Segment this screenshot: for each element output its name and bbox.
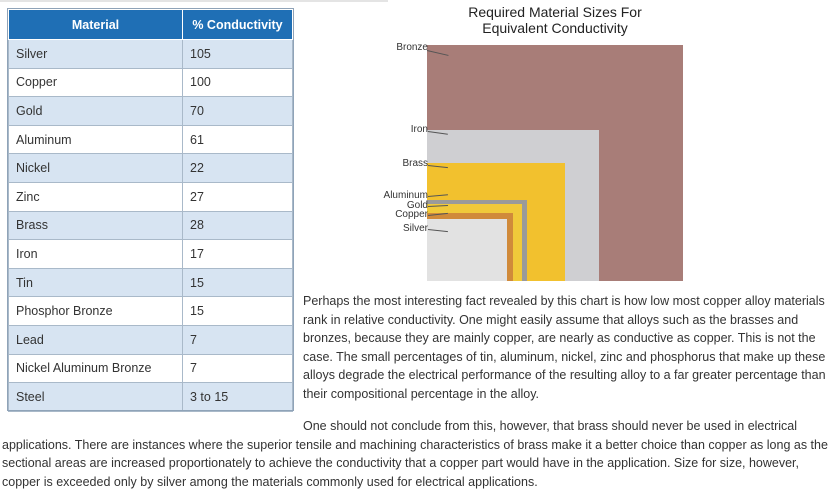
table-header-row: Material % Conductivity [8, 9, 293, 40]
conductivity-cell: 7 [182, 353, 293, 384]
material-cell: Steel [8, 382, 183, 412]
copper-label: Copper [395, 209, 428, 220]
material-cell: Lead [8, 324, 183, 355]
conductivity-cell: 7 [182, 324, 293, 355]
material-cell: Nickel Aluminum Bronze [8, 353, 183, 384]
table-row: Silver 105 [8, 39, 293, 69]
conductivity-cell: 3 to 15 [182, 382, 293, 412]
material-cell: Nickel [8, 153, 183, 183]
conductivity-cell: 17 [182, 239, 293, 269]
aluminum-label: Aluminum [383, 190, 428, 201]
conductivity-cell: 61 [182, 124, 293, 155]
material-cell: Aluminum [8, 124, 183, 155]
material-cell: Tin [8, 267, 183, 298]
iron-label: Iron [410, 124, 428, 135]
conductivity-table: Material % Conductivity Silver 105 Copper 1… [8, 9, 293, 412]
brass-label: Brass [402, 158, 428, 169]
table-row: Iron 17 [8, 239, 293, 269]
conductivity-column-header: % Conductivity [182, 9, 293, 40]
material-cell: Zinc [8, 181, 183, 212]
conductivity-cell: 27 [182, 181, 293, 212]
table-row: Zinc 27 [8, 181, 293, 212]
conductivity-cell: 15 [182, 267, 293, 298]
table-row: Tin 15 [8, 267, 293, 298]
bronze-label: Bronze [396, 42, 428, 53]
figure-title: Required Material Sizes For Equivalent C… [420, 4, 690, 36]
material-cell: Copper [8, 67, 183, 98]
material-cell: Phosphor Bronze [8, 296, 183, 326]
conductivity-cell: 28 [182, 210, 293, 241]
material-cell: Silver [8, 39, 183, 69]
material-cell: Iron [8, 239, 183, 269]
material-cell: Gold [8, 96, 183, 126]
material-column-header: Material [8, 9, 183, 40]
material-cell: Brass [8, 210, 183, 241]
table-body: Silver 105 Copper 100 Gold 70 Aluminum 61 Nickel… [8, 39, 293, 412]
top-divider [0, 0, 388, 2]
paragraph-1: Perhaps the most interesting fact reveal… [303, 294, 826, 401]
figure-title-line2: Equivalent Conductivity [482, 20, 628, 36]
silver-label: Silver [402, 223, 428, 234]
table-row: Nickel Aluminum Bronze 7 [8, 353, 293, 384]
table-row: Brass 28 [8, 210, 293, 241]
table-row: Phosphor Bronze 15 [8, 296, 293, 326]
table-row: Gold 70 [8, 96, 293, 126]
silver-square [427, 219, 507, 281]
table-row: Lead 7 [8, 324, 293, 355]
table-row: Steel 3 to 15 [8, 382, 293, 412]
gold-label: Gold [406, 200, 428, 211]
conductivity-cell: 100 [182, 67, 293, 98]
table-row: Copper 100 [8, 67, 293, 98]
figure-title-line1: Required Material Sizes For [468, 4, 642, 20]
table-row: Aluminum 61 [8, 124, 293, 155]
paragraph-2: One should not conclude from this, howev… [2, 419, 828, 489]
conductivity-cell: 15 [182, 296, 293, 326]
conductivity-cell: 105 [182, 39, 293, 69]
conductivity-cell: 70 [182, 96, 293, 126]
